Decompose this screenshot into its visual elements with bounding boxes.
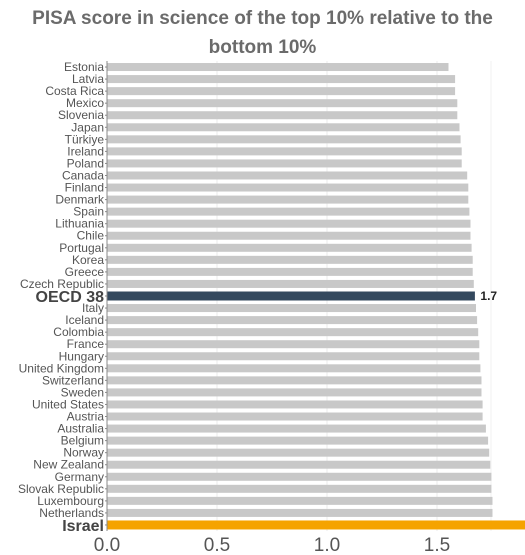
bar-spain: [107, 207, 470, 216]
category-label-czech-republic: Czech Republic: [20, 277, 104, 291]
bar-oecd-38: [107, 291, 475, 301]
bar-denmark: [107, 195, 469, 204]
category-label-belgium: Belgium: [61, 434, 104, 448]
x-tick-label-0-0: 0.0: [94, 535, 120, 555]
category-label-lithuania: Lithuania: [55, 217, 104, 231]
bar-greece: [107, 267, 473, 276]
bar-netherlands: [107, 508, 493, 517]
bar-japan: [107, 123, 460, 132]
category-label-estonia: Estonia: [64, 60, 104, 74]
category-label-germany: Germany: [55, 470, 104, 484]
bar-hungary: [107, 352, 480, 361]
category-label-costa-rica: Costa Rica: [45, 84, 104, 98]
category-label-finland: Finland: [65, 181, 104, 195]
category-label-colombia: Colombia: [53, 325, 104, 339]
bar-estonia: [107, 63, 449, 72]
bar-mexico: [107, 99, 458, 108]
category-label-united-states: United States: [32, 397, 104, 411]
bar-sweden: [107, 388, 482, 397]
bar-canada: [107, 171, 468, 180]
bar-belgium: [107, 436, 489, 445]
category-label-korea: Korea: [72, 253, 104, 267]
data-label-oecd-38: 1.7: [480, 289, 497, 303]
bar-new-zealand: [107, 460, 491, 469]
x-tick-label-1-5: 1.5: [424, 535, 450, 555]
category-label-japan: Japan: [71, 120, 104, 134]
category-label-slovak-republic: Slovak Republic: [18, 482, 104, 496]
bar-slovenia: [107, 111, 458, 120]
category-label-portugal: Portugal: [59, 241, 104, 255]
bar-united-kingdom: [107, 364, 481, 373]
chart-title: PISA score in science of the top 10% rel…: [32, 8, 493, 58]
bar-korea: [107, 255, 473, 264]
category-label-t-rkiye: Türkiye: [65, 132, 105, 146]
category-label-australia: Australia: [57, 422, 104, 436]
category-label-netherlands: Netherlands: [39, 506, 104, 520]
data-labels: 1.7: [480, 289, 497, 303]
bar-luxembourg: [107, 496, 493, 505]
bar-austria: [107, 412, 483, 421]
category-label-iceland: Iceland: [65, 313, 104, 327]
bar-norway: [107, 448, 490, 457]
category-label-oecd-38: OECD 38: [36, 289, 105, 306]
x-tick-label-0-5: 0.5: [204, 535, 230, 555]
bar-costa-rica: [107, 87, 456, 96]
category-label-hungary: Hungary: [59, 349, 104, 363]
bar-italy: [107, 304, 476, 313]
bar-germany: [107, 472, 492, 481]
category-label-norway: Norway: [63, 446, 104, 460]
category-label-canada: Canada: [62, 168, 104, 182]
x-tick-label-1-0: 1.0: [314, 535, 340, 555]
bar-france: [107, 340, 480, 349]
bar-latvia: [107, 75, 456, 84]
category-label-greece: Greece: [65, 265, 105, 279]
category-label-latvia: Latvia: [72, 72, 104, 86]
category-label-poland: Poland: [67, 156, 104, 170]
category-label-denmark: Denmark: [55, 193, 105, 207]
bar-portugal: [107, 243, 472, 252]
category-label-slovenia: Slovenia: [58, 108, 104, 122]
bar-chile: [107, 231, 471, 240]
bar-lithuania: [107, 219, 471, 228]
bar-switzerland: [107, 376, 482, 385]
bar-australia: [107, 424, 486, 433]
bar-israel: [107, 520, 525, 530]
bar-czech-republic: [107, 279, 474, 288]
x-axis-ticks: 0.0 0.5 1.0 1.5: [94, 535, 450, 555]
bar-finland: [107, 183, 469, 192]
bar-ireland: [107, 147, 462, 156]
bar-colombia: [107, 328, 479, 337]
category-label-ireland: Ireland: [67, 144, 104, 158]
category-label-italy: Italy: [82, 301, 104, 315]
category-label-israel: Israel: [62, 518, 104, 535]
category-label-switzerland: Switzerland: [42, 373, 104, 387]
category-label-new-zealand: New Zealand: [33, 458, 104, 472]
category-label-luxembourg: Luxembourg: [37, 494, 104, 508]
bar-united-states: [107, 400, 483, 409]
bars: [107, 63, 525, 530]
category-label-mexico: Mexico: [66, 96, 104, 110]
category-label-united-kingdom: United Kingdom: [19, 361, 104, 375]
category-label-france: France: [67, 337, 105, 351]
category-label-sweden: Sweden: [61, 385, 104, 399]
bar-poland: [107, 159, 462, 168]
bar-t-rkiye: [107, 135, 461, 144]
category-label-spain: Spain: [73, 205, 104, 219]
category-label-chile: Chile: [77, 229, 105, 243]
bar-slovak-republic: [107, 484, 492, 493]
category-label-austria: Austria: [67, 410, 105, 424]
bar-iceland: [107, 316, 478, 325]
